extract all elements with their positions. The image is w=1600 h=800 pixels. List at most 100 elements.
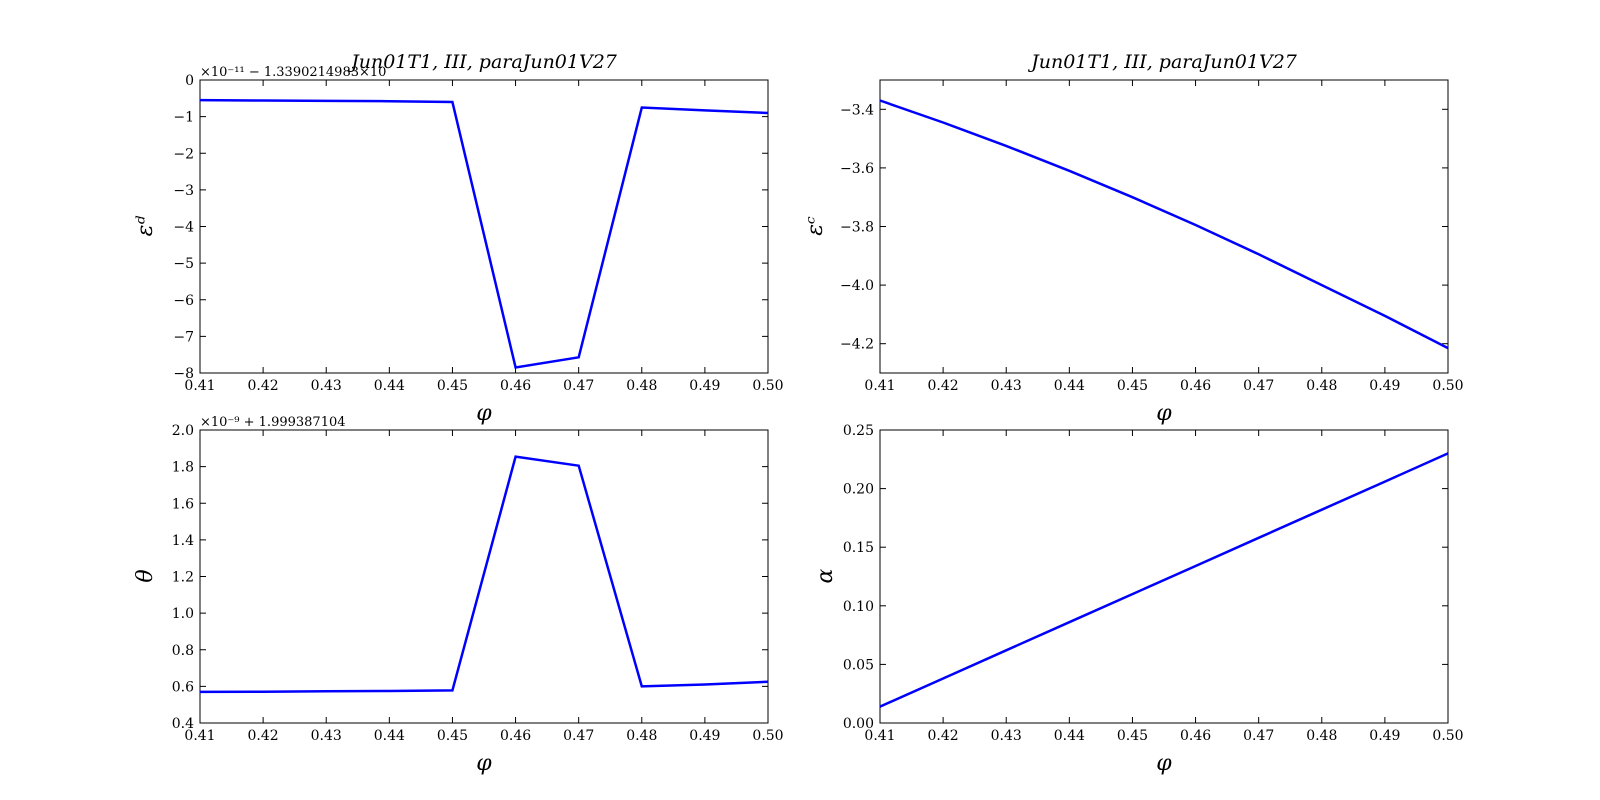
x-axis-label: φ [476,751,492,776]
offset-text: ×10⁻⁹ + 1.999387104 [200,415,346,430]
x-tick-label: 0.50 [752,378,783,394]
tick-marks [199,79,769,374]
y-tick-labels: −8 −7 −6 −5 −4 −3 −2 −1 0 [173,73,194,382]
y-tick-label: −4 [173,220,194,236]
x-tick-labels: 0.41 0.42 0.43 0.44 0.45 0.46 0.47 0.48 0.49 0.50 [184,728,783,744]
x-tick-label: 0.42 [928,728,959,744]
x-tick-label: 0.46 [500,378,531,394]
y-tick-label: 0.8 [172,643,194,659]
x-tick-label: 0.48 [626,728,657,744]
y-tick-labels: −4.2 −4.0 −3.8 −3.6 −3.4 [840,102,874,352]
y-tick-label: 2.0 [172,423,194,439]
tick-marks [199,429,769,724]
panel-top-left: Jun01T1, III, paraJun01V27 ×10⁻¹¹ − 1.33… [133,51,784,426]
x-tick-label: 0.49 [1369,728,1400,744]
x-tick-label: 0.41 [184,378,215,394]
x-tick-label: 0.43 [991,728,1022,744]
panel-title: Jun01T1, III, paraJun01V27 [1027,51,1298,73]
x-tick-label: 0.44 [374,728,405,744]
y-tick-label: 0.10 [843,599,874,615]
x-tick-label: 0.49 [689,728,720,744]
plot-frame [879,429,1449,724]
y-tick-label: 0.6 [172,679,194,695]
x-tick-label: 0.48 [1306,378,1337,394]
tick-marks [879,429,1449,724]
panel-bottom-right: 0.41 0.42 0.43 0.44 0.45 0.46 0.47 0.48 0.49 0.50… [813,423,1464,776]
y-axis-label: εᵈ [133,215,158,236]
x-axis-label: φ [1156,751,1172,776]
x-tick-label: 0.44 [374,378,405,394]
series-line [879,99,1449,350]
x-tick-labels: 0.41 0.42 0.43 0.44 0.45 0.46 0.47 0.48 0.49 0.50 [184,378,783,394]
x-tick-label: 0.48 [1306,728,1337,744]
x-tick-label: 0.45 [437,728,468,744]
y-tick-label: 0.00 [843,716,874,732]
x-tick-label: 0.44 [1054,378,1085,394]
x-tick-label: 0.47 [1243,728,1274,744]
y-tick-label: 1.8 [172,460,194,476]
y-axis-label: α [813,568,838,583]
y-tick-label: −3.6 [840,161,874,177]
y-tick-label: 0.25 [843,423,874,439]
x-tick-labels: 0.41 0.42 0.43 0.44 0.45 0.46 0.47 0.48 0.49 0.50 [864,378,1463,394]
y-tick-label: 0.05 [843,657,874,673]
y-tick-labels: 0.00 0.05 0.10 0.15 0.20 0.25 [843,423,874,732]
series-line [199,98,769,369]
x-tick-label: 0.50 [1432,728,1463,744]
x-tick-label: 0.48 [626,378,657,394]
y-axis-label: εᶜ [803,216,828,236]
panel-title: Jun01T1, III, paraJun01V27 [347,51,618,73]
x-tick-label: 0.46 [500,728,531,744]
x-tick-label: 0.42 [248,378,279,394]
y-tick-label: 1.2 [172,570,194,586]
x-tick-label: 0.41 [184,728,215,744]
series-lines [199,455,769,694]
panel-top-right: Jun01T1, III, paraJun01V27 0.41 0.42 0.43 0… [803,51,1464,426]
series-lines [199,98,769,369]
y-tick-label: 0.4 [172,716,194,732]
x-tick-label: 0.41 [864,378,895,394]
tick-marks [879,80,1449,373]
series-lines [879,452,1449,708]
x-tick-label: 0.45 [1117,378,1148,394]
offset-text: ×10⁻¹¹ − 1.33902149​83×10 [200,65,386,80]
y-tick-labels: 0.4 0.6 0.8 1.0 1.2 1.4 1.6 1.8 2.0 [172,423,194,732]
x-tick-label: 0.46 [1180,378,1211,394]
x-tick-label: 0.42 [248,728,279,744]
x-tick-label: 0.49 [1369,378,1400,394]
y-tick-label: 0 [185,73,194,89]
x-tick-label: 0.43 [991,378,1022,394]
y-tick-label: −6 [173,293,194,309]
y-tick-label: 1.6 [172,496,194,512]
x-tick-label: 0.50 [752,728,783,744]
y-tick-label: −4.0 [840,278,874,294]
x-tick-label: 0.41 [864,728,895,744]
x-tick-label: 0.46 [1180,728,1211,744]
x-tick-label: 0.45 [437,378,468,394]
y-tick-label: 0.15 [843,540,874,556]
y-tick-label: −3 [173,183,194,199]
x-axis-label: φ [476,401,492,426]
y-tick-label: 1.0 [172,606,194,622]
y-tick-label: −1 [173,110,194,126]
x-tick-label: 0.42 [928,378,959,394]
y-tick-label: −5 [173,256,194,272]
y-tick-label: −2 [173,146,194,162]
x-axis-label: φ [1156,401,1172,426]
series-line [199,455,769,694]
series-line [879,452,1449,708]
x-tick-label: 0.47 [563,378,594,394]
y-tick-label: −3.4 [840,102,874,118]
y-tick-label: 0.20 [843,482,874,498]
x-tick-label: 0.44 [1054,728,1085,744]
x-tick-label: 0.47 [1243,378,1274,394]
y-tick-label: −8 [173,366,194,382]
panel-bottom-left: ×10⁻⁹ + 1.999387104 0.41 0.42 0.43 0.44 0.45… [133,415,784,776]
y-tick-label: 1.4 [172,533,194,549]
x-tick-label: 0.45 [1117,728,1148,744]
x-tick-label: 0.43 [311,728,342,744]
series-lines [879,99,1449,350]
x-tick-label: 0.47 [563,728,594,744]
x-tick-label: 0.43 [311,378,342,394]
